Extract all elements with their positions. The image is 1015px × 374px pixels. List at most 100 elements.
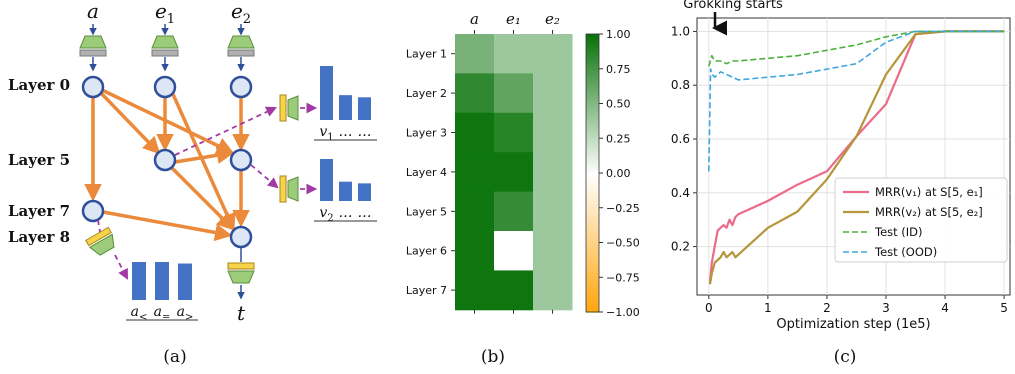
- colorbar-segment: [586, 220, 599, 224]
- colorbar-segment: [586, 300, 599, 305]
- colorbar-segment: [586, 42, 599, 46]
- colorbar-segment: [586, 120, 599, 124]
- legend-box: [834, 177, 1008, 263]
- colorbar-segment: [586, 147, 599, 152]
- colorbar-tick-label: −0.75: [606, 271, 640, 284]
- colorbar-segment: [586, 125, 599, 130]
- heatmap-cell: [494, 191, 534, 232]
- colorbar-segment: [586, 139, 599, 144]
- heatmap-cell: [533, 73, 573, 114]
- colorbar-segment: [586, 173, 599, 177]
- colorbar-segment: [586, 178, 599, 182]
- colorbar-segment: [586, 72, 599, 77]
- output-label-t: t: [237, 301, 246, 325]
- colorbar-segment: [586, 298, 599, 302]
- probe-edges: [97, 106, 279, 280]
- heatmap-cell: [533, 231, 573, 271]
- colorbar-segment: [586, 164, 599, 169]
- colorbar-segment: [586, 111, 599, 116]
- y-tick-label: 0.4: [671, 186, 690, 200]
- series-line: [708, 30, 1005, 172]
- colorbar-segment: [586, 128, 599, 132]
- colorbar-segment: [586, 264, 599, 269]
- colorbar-segment: [586, 203, 599, 207]
- colorbar-segment: [586, 295, 599, 299]
- probe-bar: [320, 159, 333, 201]
- computation-edges: [84, 88, 250, 242]
- colorbar-segment: [586, 136, 599, 141]
- colorbar-segment: [586, 200, 599, 205]
- y-tick-label: 0.8: [671, 78, 690, 92]
- colorbar-segment: [586, 161, 599, 166]
- y-tick-label: 0.6: [671, 132, 690, 146]
- heatmap-cell: [455, 112, 495, 153]
- heatmap-cell: [455, 34, 495, 74]
- colorbar-segment: [586, 156, 599, 160]
- heatmap-row-label: Layer 7: [406, 284, 447, 297]
- colorbar-segment: [586, 309, 599, 313]
- legend-label: Test (ID): [874, 225, 923, 239]
- y-tick-label: 0.2: [671, 240, 690, 254]
- colorbar-segment: [586, 39, 599, 43]
- heatmap-cell: [533, 270, 573, 311]
- input-label-e2: e2: [231, 0, 251, 27]
- embedding-block-e2: [227, 24, 255, 72]
- colorbar-segment: [586, 153, 599, 157]
- colorbar-segment: [586, 245, 599, 249]
- embedding-block-e1: [151, 24, 179, 72]
- colorbar-tick-label: 1.00: [606, 28, 631, 41]
- heatmap-cell: [494, 34, 534, 74]
- colorbar-segment: [586, 228, 599, 232]
- layer-label-8: Layer 8: [8, 228, 70, 246]
- probe-bar: [358, 183, 371, 201]
- probe-output-bars-2: v2……: [314, 159, 377, 224]
- series-line: [708, 30, 1005, 285]
- colorbar-segment: [586, 239, 599, 244]
- colorbar-segment: [586, 248, 599, 252]
- colorbar-segment: [586, 86, 599, 91]
- probe-output-bars-3: a< a= a>: [126, 262, 198, 323]
- colorbar-segment: [586, 103, 599, 107]
- layer-label-0: Layer 0: [8, 76, 70, 94]
- colorbar-segment: [586, 286, 599, 291]
- colorbar-segment: [586, 273, 599, 277]
- probe-block-1: [279, 94, 318, 122]
- colorbar-segment: [586, 61, 599, 66]
- node-t-layer8: [229, 225, 253, 249]
- colorbar-segment: [586, 56, 599, 60]
- colorbar-segment: [586, 184, 599, 188]
- colorbar-segment: [586, 225, 599, 230]
- colorbar-segment: [586, 181, 599, 185]
- colorbar-segment: [586, 159, 599, 163]
- colorbar-segment: [586, 109, 599, 113]
- probe-block-2: [279, 175, 318, 203]
- heatmap-cell: [455, 73, 495, 114]
- colorbar-segment: [586, 84, 599, 88]
- colorbar-segment: [586, 170, 599, 174]
- line-chart-axes: 0 1 2 3 4 5 0.2 0.4 0.6 0.8 1.0 Optimization step (…: [671, 17, 1011, 332]
- heatmap-cell: [533, 34, 573, 74]
- node-a-layer0: [81, 75, 105, 99]
- colorbar-segment: [586, 242, 599, 246]
- colorbar-segment: [586, 259, 599, 263]
- colorbar-tick-label: −0.25: [606, 202, 640, 215]
- colorbar-segment: [586, 134, 599, 138]
- heatmap-column-label: e₂: [545, 10, 560, 28]
- colorbar-segment: [586, 145, 599, 149]
- colorbar-segment: [586, 253, 599, 257]
- heatmap-row-label: Layer 3: [406, 127, 447, 140]
- colorbar-segment: [586, 195, 599, 199]
- colorbar-segment: [586, 267, 599, 271]
- x-tick-label: 4: [941, 301, 949, 315]
- legend-label: Test (OOD): [874, 245, 937, 259]
- probe-bar: [339, 181, 352, 201]
- panel-a-diagram: a e1 e2 Layer 0 Layer 5 Layer 7 Layer 8: [8, 0, 377, 367]
- colorbar-segment: [586, 175, 599, 180]
- colorbar-segment: [586, 81, 599, 85]
- layer-label-5: Layer 5: [8, 151, 70, 169]
- colorbar-segment: [586, 92, 599, 96]
- heatmap-cell: [494, 231, 534, 271]
- heatmap-cell: [494, 73, 534, 114]
- heatmap-cell: [455, 191, 495, 232]
